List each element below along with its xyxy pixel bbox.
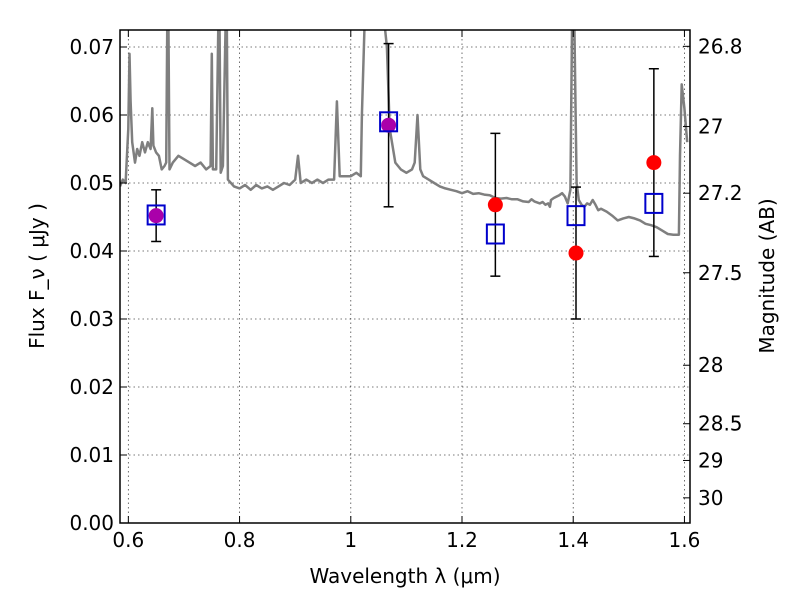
x-tick-label: 1.6	[669, 528, 701, 552]
observed-point	[381, 117, 397, 133]
right-tick-label: 30	[698, 486, 723, 510]
model-band-point	[485, 223, 505, 245]
y-tick-label: 0.01	[69, 443, 114, 467]
y-axis-ticks: 0.00 0.01 0.02 0.03 0.04 0.05 0.06 0.07	[69, 35, 127, 535]
y-tick-label: 0.02	[69, 375, 114, 399]
x-tick-label: 1	[344, 528, 357, 552]
x-axis-label: Wavelength λ (μm)	[309, 564, 500, 588]
x-tick-label: 1.4	[557, 528, 589, 552]
right-tick-label: 27.5	[698, 261, 743, 285]
observed-point	[646, 155, 662, 171]
right-tick-label: 29	[698, 448, 723, 472]
right-tick-label: 28	[698, 353, 723, 377]
right-tick-label: 26.8	[698, 34, 743, 58]
observed-point	[148, 208, 164, 224]
plot-area	[120, 30, 689, 320]
x-axis-ticks: 0.6 0.8 1 1.2 1.4 1.6	[112, 30, 700, 552]
observed-point	[487, 197, 503, 213]
y-axis-label: Flux F_ν ( μJy )	[25, 203, 49, 349]
right-tick-label: 28.5	[698, 412, 743, 436]
y-tick-label: 0.07	[69, 35, 114, 59]
right-axis-label: Magnitude (AB)	[755, 198, 779, 353]
model-band-point	[566, 205, 586, 227]
x-tick-label: 0.8	[224, 528, 256, 552]
model-band-point	[379, 111, 399, 133]
right-tick-label: 27.2	[698, 181, 743, 205]
x-tick-label: 1.2	[446, 528, 478, 552]
y-tick-label: 0.00	[69, 511, 114, 535]
observed-points	[148, 117, 662, 261]
right-tick-label: 27	[698, 115, 723, 139]
plot-frame	[119, 29, 691, 524]
model-band-point	[644, 192, 664, 214]
x-tick-label: 0.6	[112, 528, 144, 552]
right-axis-ticks: 26.8 27 27.2 27.5 28 28.5 29 30	[683, 34, 743, 510]
model-band-points	[146, 111, 664, 245]
observed-point	[568, 245, 584, 261]
y-tick-label: 0.04	[69, 239, 114, 263]
model-band-point	[146, 204, 166, 226]
y-tick-label: 0.06	[69, 103, 114, 127]
y-tick-label: 0.03	[69, 307, 114, 331]
y-tick-label: 0.05	[69, 171, 114, 195]
